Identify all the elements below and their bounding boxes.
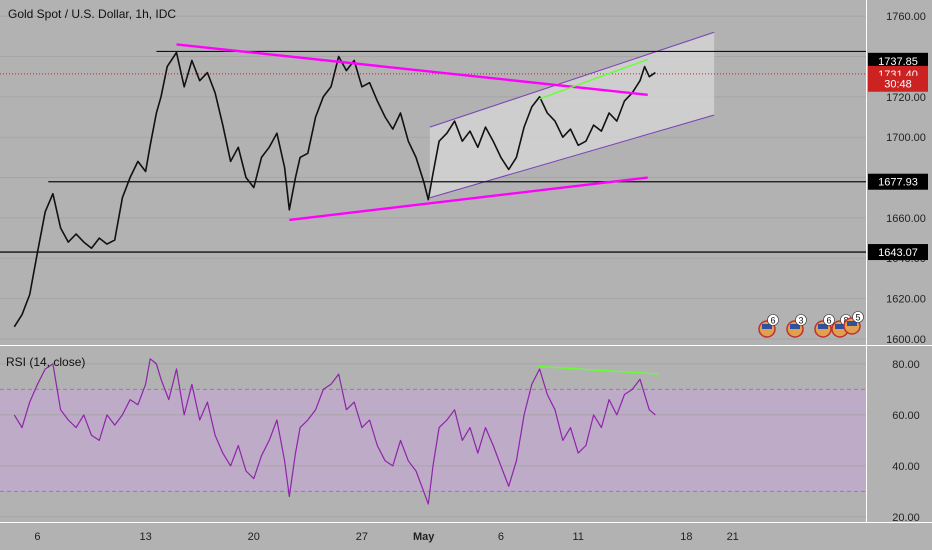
price-tick-label: 1620.00 [886, 294, 926, 306]
rsi-tick-label: 20.00 [892, 512, 920, 524]
channel-lower-line[interactable] [429, 114, 715, 199]
price-tag-box [868, 244, 928, 261]
trendline[interactable] [289, 176, 648, 222]
event-count-label: 6 [770, 316, 775, 326]
event-flag-canton [847, 321, 857, 326]
price-tag-label: 1643.07 [878, 247, 918, 259]
rsi-label: RSI (14, close) [6, 355, 85, 369]
event-flag-icon[interactable]: 5 [843, 311, 864, 335]
price-series-line [13, 51, 656, 328]
price-tag-label: 1737.85 [878, 56, 918, 68]
time-axis-ticks: 6 13 20 27 May 6 11 18 21 [34, 531, 738, 543]
rsi-axis-ticks: 80.00 60.00 40.00 20.00 [892, 359, 920, 524]
horizontal-levels[interactable] [0, 50, 866, 253]
price-tick-label: 1660.00 [886, 213, 926, 225]
trendlines[interactable] [176, 43, 648, 222]
time-tick-label: 11 [572, 531, 583, 543]
rsi-tick-label: 80.00 [892, 359, 920, 371]
event-flag-icon[interactable]: 3 [786, 314, 807, 338]
price-tag-box [868, 173, 928, 190]
time-tick-label: 21 [727, 531, 739, 543]
time-tick-label: 27 [356, 531, 368, 543]
time-tick-label: 6 [498, 531, 504, 543]
event-count-badge [852, 311, 864, 323]
event-flag-icon[interactable]: 6 [758, 314, 779, 338]
price-tag-box [868, 75, 928, 92]
time-tick-label: 20 [248, 531, 260, 543]
event-flag-icon[interactable]: 6 [814, 314, 835, 338]
event-flag-canton [835, 324, 845, 329]
trendline[interactable] [539, 58, 648, 100]
economic-events[interactable]: 63685 [758, 311, 864, 338]
event-count-badge [823, 314, 835, 326]
time-tick-label: 18 [680, 531, 692, 543]
rsi-band [0, 389, 866, 492]
price-tag-box [868, 52, 928, 69]
chart-title: Gold Spot / U.S. Dollar, 1h, IDC [8, 7, 176, 21]
price-tag-label: 30:48 [884, 79, 912, 91]
event-count-badge [767, 314, 779, 326]
event-flag-canton [818, 324, 828, 329]
event-count-label: 6 [826, 316, 831, 326]
time-tick-label: 13 [139, 531, 151, 543]
rsi-line [13, 358, 656, 505]
event-flag-canton [762, 324, 772, 329]
time-tick-label: May [413, 531, 435, 543]
event-count-badge [795, 314, 807, 326]
rsi-tick-label: 60.00 [892, 410, 920, 422]
price-tag-label: 1677.93 [878, 177, 918, 189]
event-count-label: 5 [855, 313, 860, 323]
time-tick-label: 6 [34, 531, 40, 543]
rsi-trendline[interactable] [537, 365, 659, 375]
price-tick-label: 1760.00 [886, 11, 926, 23]
trendline[interactable] [176, 43, 648, 97]
price-tick-label: 1720.00 [886, 92, 926, 104]
price-tick-label: 1600.00 [886, 334, 926, 346]
event-flag-canton [790, 324, 800, 329]
rsi-tick-label: 40.00 [892, 461, 920, 473]
event-count-label: 3 [798, 316, 803, 326]
price-tick-label: 1700.00 [886, 132, 926, 144]
channel-upper-line[interactable] [429, 31, 715, 128]
